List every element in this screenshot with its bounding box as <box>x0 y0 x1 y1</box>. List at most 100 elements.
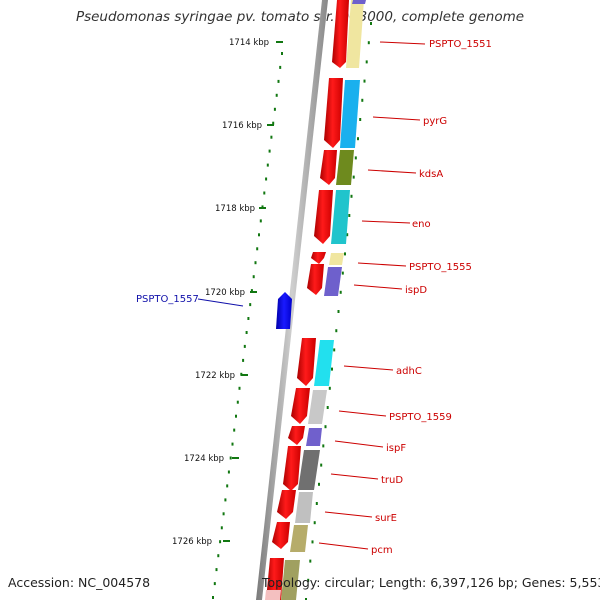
track-dot <box>344 252 346 256</box>
gene-label[interactable]: PSPTO_1551 <box>429 39 492 50</box>
kbp-tick-label: 1726 kbp <box>172 537 212 547</box>
gene-label[interactable]: adhC <box>396 366 422 377</box>
gene-arrow[interactable] <box>266 558 284 600</box>
gene-label[interactable]: PSPTO_1555 <box>409 262 472 273</box>
track-dot <box>318 482 320 486</box>
gene-labels: PSPTO_1551 pyrG kdsA eno PSPTO_1555 ispD… <box>318 39 492 556</box>
gene-label[interactable]: ispF <box>386 443 406 454</box>
track-dot <box>277 79 280 83</box>
cog-block <box>331 190 350 244</box>
track-dot <box>331 367 333 371</box>
gene-arrow[interactable] <box>291 388 310 424</box>
cog-block <box>295 492 313 523</box>
accession-text: Accession: NC_004578 <box>8 575 151 590</box>
gene-arrow[interactable] <box>283 446 301 491</box>
track-dot <box>220 526 223 530</box>
map-title: Pseudomonas syringae pv. tomato str. DC3… <box>75 9 525 25</box>
track-dot <box>268 149 271 153</box>
gene-leader-line <box>367 169 417 174</box>
track-dot <box>359 118 362 121</box>
cog-block <box>340 80 360 148</box>
gene-label[interactable]: truD <box>381 475 403 486</box>
cog-block <box>346 0 364 68</box>
track-dot <box>281 52 283 55</box>
track-dot <box>233 428 236 432</box>
gene-label[interactable]: ispD <box>405 285 427 296</box>
track-dot <box>215 568 218 572</box>
track-dot <box>337 310 340 313</box>
track-dot <box>272 121 275 125</box>
track-dot <box>231 442 234 446</box>
track-dot <box>275 93 278 97</box>
track-dot <box>217 554 220 558</box>
track-dot <box>339 290 342 294</box>
gene-leader-line <box>343 365 394 371</box>
gene-arrow[interactable] <box>324 78 343 148</box>
cog-block <box>265 590 281 600</box>
gene-leader-line <box>361 220 411 224</box>
track-dot <box>341 271 344 275</box>
track-dot <box>263 191 266 195</box>
track-dot <box>261 205 264 209</box>
gene-arrow[interactable] <box>314 190 333 244</box>
track-dot <box>243 344 246 348</box>
outer-dotted-track <box>212 52 283 599</box>
track-dot <box>348 214 351 217</box>
cog-block <box>336 150 354 185</box>
track-dot <box>219 540 222 544</box>
gene-arrow[interactable] <box>311 252 326 264</box>
track-dot <box>270 135 273 139</box>
gene-arrow[interactable] <box>307 264 324 295</box>
gene-arrow[interactable] <box>297 338 316 386</box>
gene-label[interactable]: pcm <box>371 545 393 556</box>
track-dot <box>212 596 214 599</box>
kbp-tick-label: 1716 kbp <box>222 121 262 131</box>
kbp-tick-mark <box>259 207 266 209</box>
kbp-tick-mark <box>267 124 274 126</box>
cog-block <box>306 428 322 446</box>
track-dot <box>313 521 316 525</box>
track-dot <box>247 317 250 320</box>
gene-arrow[interactable] <box>332 0 349 68</box>
track-dot <box>242 358 245 362</box>
track-dot <box>315 502 318 505</box>
track-dot <box>213 582 216 586</box>
track-dot <box>352 175 355 179</box>
track-dot <box>256 247 259 251</box>
track-dot <box>245 331 248 334</box>
kbp-tick-label: 1714 kbp <box>229 38 269 48</box>
track-dot <box>311 540 314 544</box>
genome-stats: Topology: circular; Length: 6,397,126 bp… <box>262 575 600 590</box>
kbp-tick-mark <box>276 41 283 43</box>
kbp-tick-label: 1724 kbp <box>184 454 224 464</box>
track-dot <box>305 598 307 600</box>
gene-label[interactable]: surE <box>375 513 397 524</box>
track-dot <box>354 156 357 160</box>
track-dot <box>335 329 338 333</box>
track-dot <box>250 289 253 293</box>
gene-leader-line <box>357 262 407 267</box>
kbp-tick-mark <box>241 374 248 376</box>
gene-arrow[interactable] <box>277 490 296 519</box>
gene-arrow[interactable] <box>320 150 337 185</box>
track-dot <box>258 233 260 237</box>
gene-label[interactable]: PSPTO_1559 <box>389 412 452 423</box>
reverse-gene-arrow[interactable] <box>276 292 292 329</box>
track-dot <box>333 348 336 352</box>
track-dot <box>229 456 232 460</box>
cog-block <box>352 0 366 4</box>
gene-arrow[interactable] <box>288 426 305 445</box>
gene-leader-line <box>318 542 369 550</box>
reverse-gene-label[interactable]: PSPTO_1557 <box>136 294 199 305</box>
gene-label[interactable]: eno <box>412 219 431 230</box>
gene-leader-line <box>372 116 421 121</box>
track-dot <box>279 65 282 69</box>
gene-label[interactable]: pyrG <box>423 116 447 127</box>
gene-arrow[interactable] <box>272 522 290 549</box>
cog-block <box>298 450 320 490</box>
gene-label[interactable]: kdsA <box>419 169 443 180</box>
cog-block <box>290 525 308 552</box>
track-dot <box>224 498 227 502</box>
track-dot <box>259 219 262 223</box>
track-dot <box>265 177 268 181</box>
